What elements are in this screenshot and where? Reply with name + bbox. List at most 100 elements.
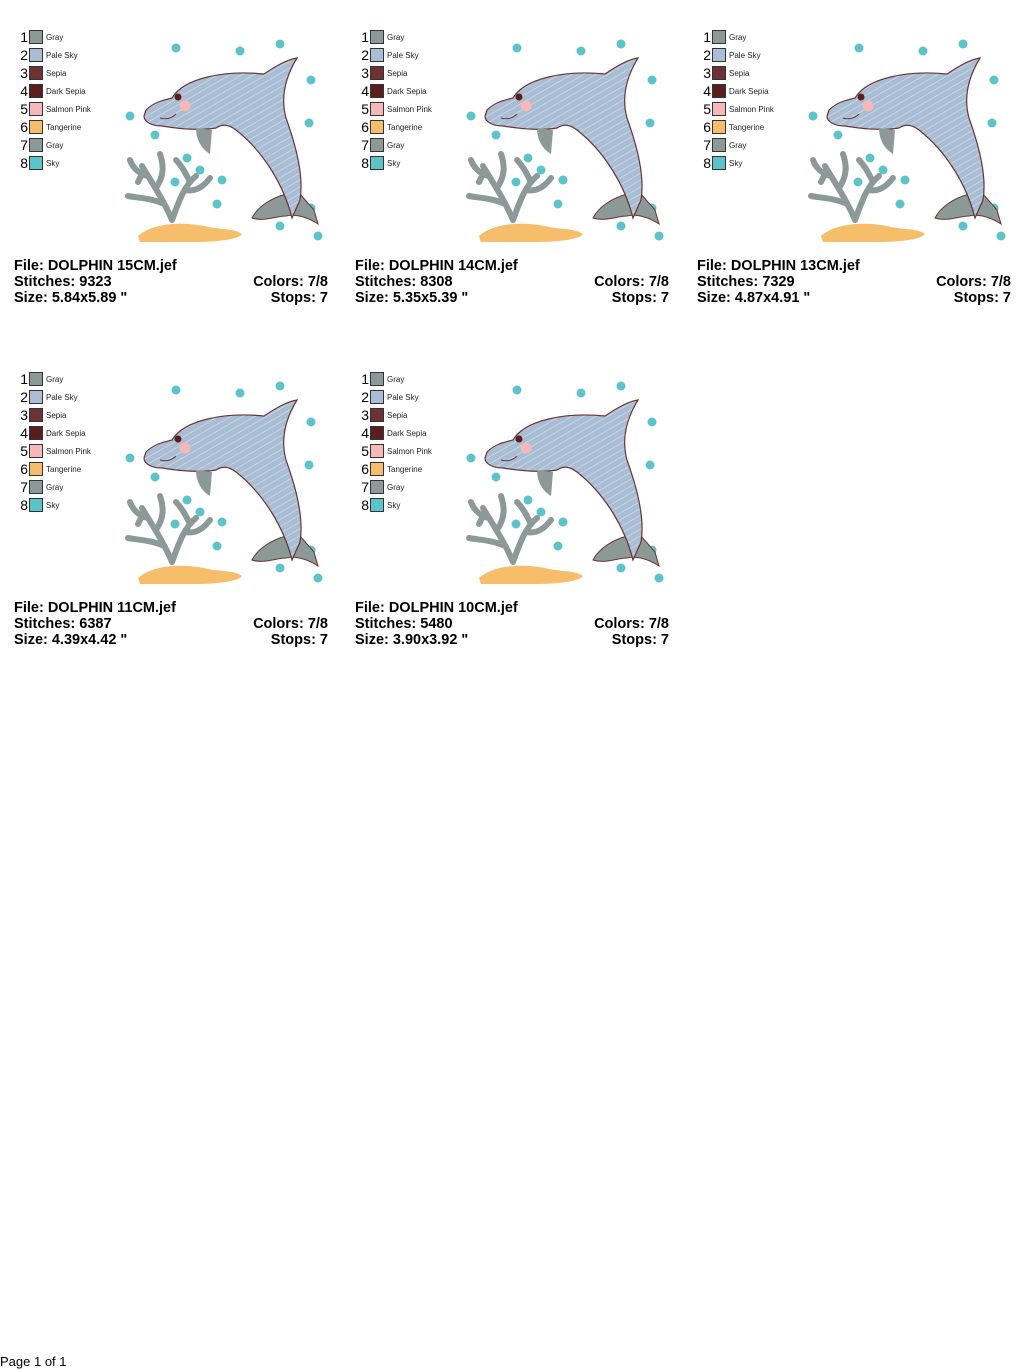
color-swatch — [712, 138, 726, 152]
color-swatch — [370, 102, 384, 116]
legend-row: 6 Tangerine — [697, 118, 774, 136]
design-size: Size: 3.90x3.92 " — [355, 632, 469, 648]
color-swatch — [370, 462, 384, 476]
bubble — [523, 153, 533, 163]
design-card: 1 Gray 2 Pale Sky 3 Sepia 4 Dark Sepia 5 Salmon P… — [355, 368, 671, 658]
color-name: Pale Sky — [729, 50, 761, 60]
color-swatch — [712, 66, 726, 80]
color-name: Gray — [46, 32, 64, 42]
bubble — [491, 472, 501, 482]
color-name: Salmon Pink — [729, 104, 774, 114]
color-name: Sepia — [46, 68, 67, 78]
design-info: File: DOLPHIN 13CM.jef Stitches: 7329 Col… — [697, 258, 1011, 306]
legend-row: 5 Salmon Pink — [355, 442, 432, 460]
bubble — [182, 495, 192, 505]
file-name: File: DOLPHIN 15CM.jef — [14, 258, 177, 274]
bubble — [171, 385, 181, 395]
bubble — [304, 118, 314, 128]
color-number: 6 — [20, 461, 28, 477]
bubble — [616, 39, 626, 49]
legend-row: 5 Salmon Pink — [14, 442, 91, 460]
dolphin-body — [143, 399, 302, 562]
color-number: 7 — [361, 137, 369, 153]
bubble — [511, 519, 521, 529]
legend-row: 7 Gray — [14, 136, 91, 154]
bubble — [217, 175, 227, 185]
legend-row: 2 Pale Sky — [355, 388, 432, 406]
bubble — [576, 46, 586, 56]
color-swatch — [712, 84, 726, 98]
color-number: 3 — [20, 65, 28, 81]
color-name: Salmon Pink — [387, 104, 432, 114]
bubble — [212, 541, 222, 551]
sand — [821, 223, 925, 242]
legend-row: 2 Pale Sky — [697, 46, 774, 64]
stop-count: Stops: 7 — [270, 632, 328, 648]
cheek — [862, 100, 874, 112]
pectoral-fin — [537, 128, 553, 154]
bubble — [558, 517, 568, 527]
legend-row: 7 Gray — [355, 478, 432, 496]
legend-row: 1 Gray — [355, 28, 432, 46]
color-number: 2 — [20, 47, 28, 63]
color-count: Colors: 7/8 — [594, 274, 669, 290]
bubble — [616, 221, 626, 231]
bubble — [235, 46, 245, 56]
eye — [174, 435, 182, 443]
color-swatch — [29, 390, 43, 404]
color-name: Gray — [387, 482, 405, 492]
bubble — [275, 39, 285, 49]
dolphin-design-preview — [466, 39, 664, 242]
stop-count: Stops: 7 — [270, 290, 328, 306]
color-name: Tangerine — [46, 122, 82, 132]
legend-row: 3 Sepia — [355, 406, 432, 424]
legend-row: 7 Gray — [355, 136, 432, 154]
color-swatch — [370, 390, 384, 404]
bubble — [878, 165, 888, 175]
color-number: 7 — [20, 479, 28, 495]
color-swatch — [370, 30, 384, 44]
design-size: Size: 5.84x5.89 " — [14, 290, 128, 306]
color-swatch — [370, 66, 384, 80]
legend-row: 3 Sepia — [697, 64, 774, 82]
bubble — [553, 199, 563, 209]
bubble — [306, 75, 316, 85]
color-number: 5 — [20, 443, 28, 459]
color-name: Pale Sky — [46, 50, 78, 60]
coral — [466, 493, 554, 565]
stitch-count: Stitches: 5480 — [355, 616, 453, 632]
bubble — [996, 231, 1006, 241]
color-swatch — [370, 480, 384, 494]
color-name: Gray — [46, 374, 64, 384]
bubble — [833, 130, 843, 140]
bubble — [275, 563, 285, 573]
color-name: Gray — [729, 32, 747, 42]
color-name: Dark Sepia — [46, 86, 86, 96]
bubble — [195, 507, 205, 517]
color-number: 8 — [361, 497, 369, 513]
design-card: 1 Gray 2 Pale Sky 3 Sepia 4 Dark Sepia 5 Salmon P… — [14, 368, 330, 658]
bubble — [491, 130, 501, 140]
stitch-count: Stitches: 8308 — [355, 274, 453, 290]
coral — [466, 151, 554, 223]
bubble — [854, 43, 864, 53]
eye — [857, 93, 865, 101]
legend-row: 1 Gray — [355, 370, 432, 388]
color-number: 5 — [361, 443, 369, 459]
dolphin-body — [826, 57, 985, 220]
color-swatch — [712, 30, 726, 44]
color-number: 3 — [703, 65, 711, 81]
cheek — [520, 442, 532, 454]
color-name: Dark Sepia — [387, 428, 427, 438]
pectoral-fin — [537, 470, 553, 496]
color-swatch — [370, 372, 384, 386]
bubble — [182, 153, 192, 163]
color-swatch — [370, 498, 384, 512]
color-name: Tangerine — [387, 122, 423, 132]
color-number: 2 — [703, 47, 711, 63]
color-swatch — [29, 408, 43, 422]
color-name: Salmon Pink — [46, 446, 91, 456]
color-number: 5 — [361, 101, 369, 117]
color-number: 6 — [361, 461, 369, 477]
color-name: Gray — [729, 140, 747, 150]
